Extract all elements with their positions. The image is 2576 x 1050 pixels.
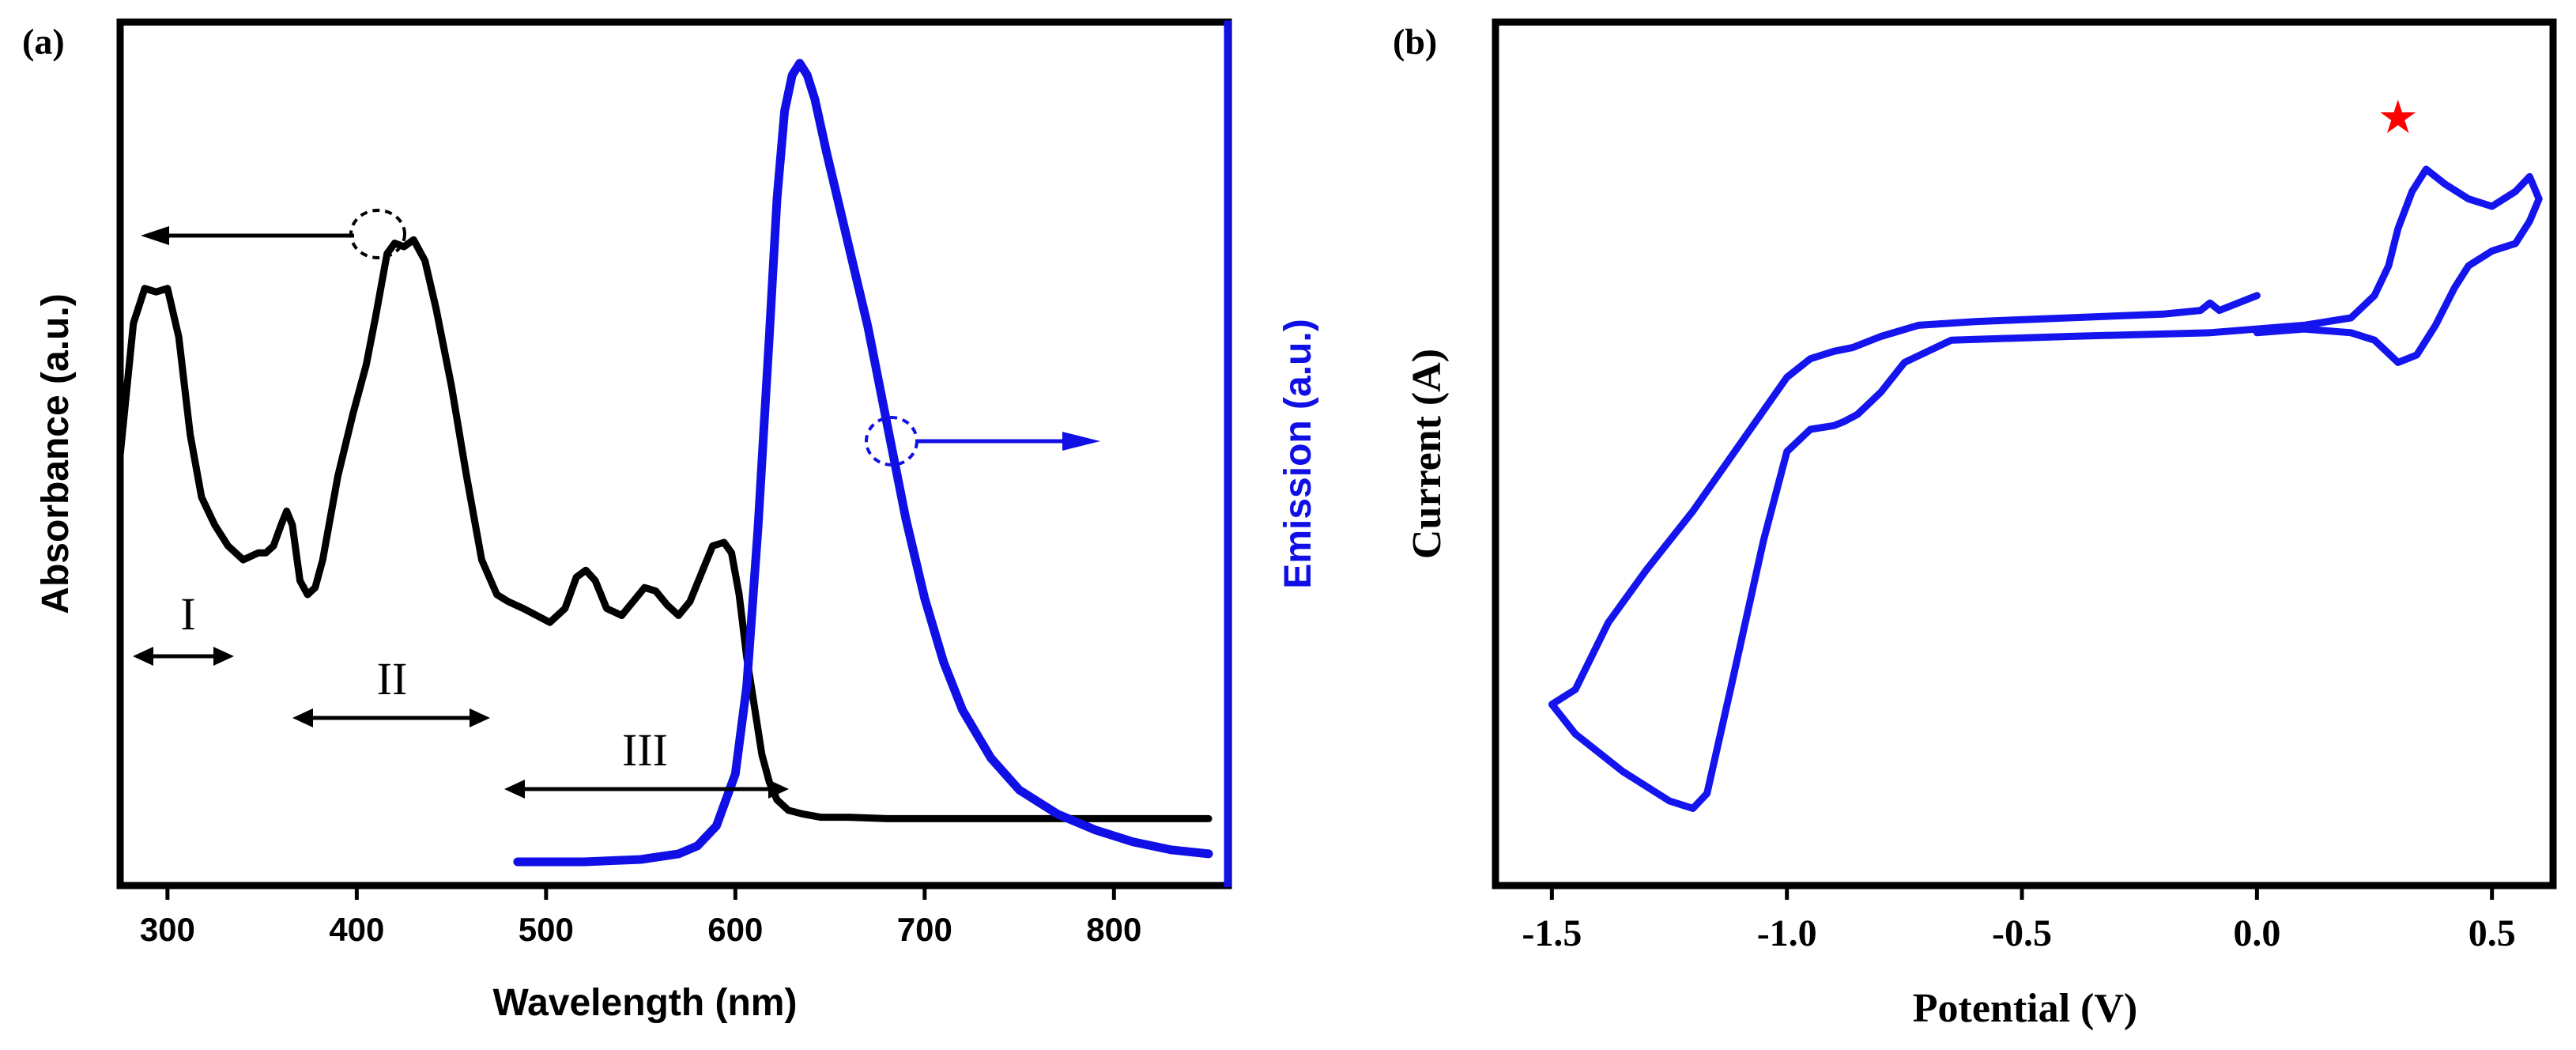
panel-b-x-tick-label: -0.5 (1992, 912, 2052, 954)
panel-b-y-axis-label: Current (A) (1405, 349, 1450, 559)
panel-a-y2-axis-label: Emission (a.u.) (1277, 319, 1319, 588)
panel-a-x-tick-label: 600 (707, 911, 763, 948)
region-label-iii: III (622, 724, 668, 776)
absorbance-curve (116, 236, 1213, 822)
panel-a-y-axis-label: Absorbance (a.u.) (35, 293, 77, 614)
region-arrows (133, 647, 789, 799)
panel-b-curves (1548, 165, 2543, 812)
panel-a-x-tick-label: 400 (329, 911, 384, 948)
panel-b-x-tick-label: 0.5 (2469, 912, 2516, 954)
panel-a-x-tick-label: 800 (1086, 911, 1141, 948)
region-label-ii: II (377, 653, 408, 704)
panel-a-frame (116, 18, 1232, 889)
panel-b-x-axis-label: Potential (V) (1913, 986, 2137, 1031)
panel-a-x-axis-label: Wavelength (nm) (493, 982, 798, 1024)
panel-b-frame (1492, 18, 2557, 889)
panel-a-x-ticks: 300 400 500 600 700 800 (140, 886, 1141, 948)
panel-b-x-tick-label: 0.0 (2233, 912, 2280, 954)
panel-a-curves (116, 59, 1213, 867)
region-label-i: I (180, 588, 195, 640)
panel-a-label: (a) (22, 21, 65, 62)
absorbance-axis-indicator (141, 209, 406, 259)
cv-curve (1548, 165, 2543, 812)
panel-a-x-tick-label: 300 (140, 911, 195, 948)
panel-b-label: (b) (1393, 21, 1437, 62)
emission-axis-indicator (865, 416, 1100, 466)
emission-curve (513, 59, 1213, 867)
panel-b: (b) -1.5 -1.0 -0.5 0.0 0.5 ★ Potential (V) C… (1393, 18, 2557, 1031)
panel-b-x-ticks: -1.5 -1.0 -0.5 0.0 0.5 (1522, 886, 2516, 954)
panel-a-x-tick-label: 500 (519, 911, 574, 948)
panel-b-x-tick-label: -1.5 (1522, 912, 1582, 954)
panel-a: (a) 300 400 500 600 700 800 I II (22, 18, 1319, 1024)
panel-a-x-tick-label: 700 (897, 911, 952, 948)
peak-star-marker: ★ (2378, 92, 2419, 143)
panel-b-x-tick-label: -1.0 (1757, 912, 1817, 954)
